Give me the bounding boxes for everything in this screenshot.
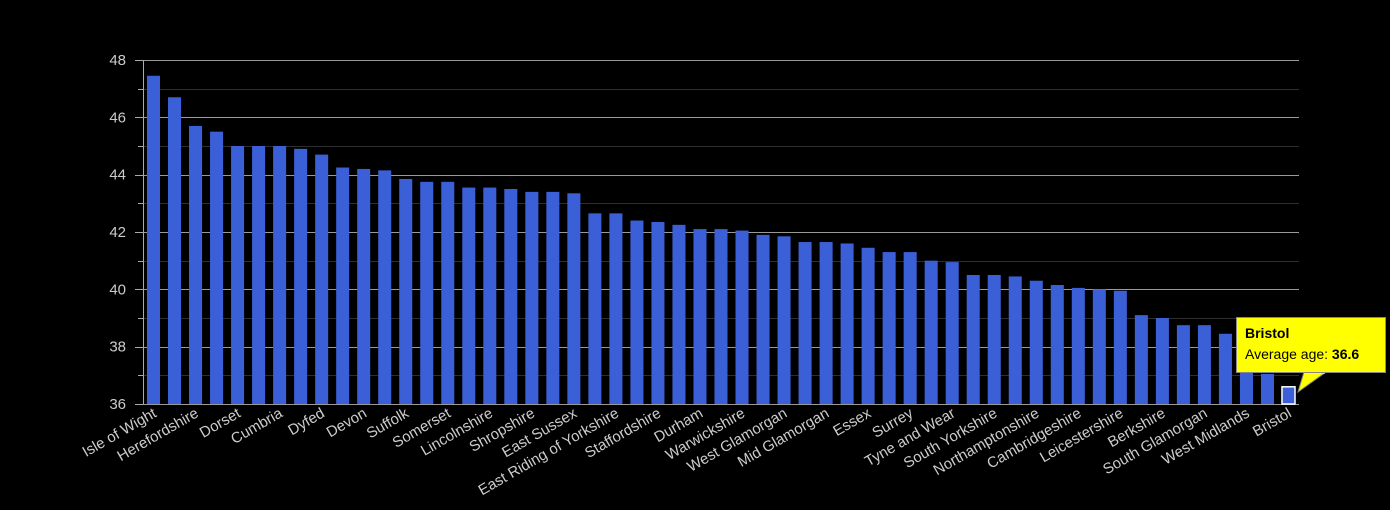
bar-dyfed xyxy=(315,154,329,404)
bar-berkshire xyxy=(1155,318,1169,404)
tooltip: Bristol Average age: 36.6 xyxy=(1236,317,1386,373)
bar-lincolnshire xyxy=(483,187,497,404)
bar-warwickshire xyxy=(735,230,749,404)
bar-item-21 xyxy=(588,213,602,404)
tooltip-pointer xyxy=(1297,372,1326,394)
bars xyxy=(146,75,1296,405)
bar-staffordshire xyxy=(651,221,665,404)
bar-durham xyxy=(693,229,707,404)
bar-item-25 xyxy=(672,224,686,404)
bar-item-7 xyxy=(294,148,308,404)
y-tick-label: 36 xyxy=(109,396,126,413)
bar-surrey xyxy=(903,252,917,404)
bar-northamptonshire xyxy=(1029,280,1043,404)
bar-item-37 xyxy=(924,260,938,404)
y-tick-label: 46 xyxy=(109,109,126,126)
x-tick-label: Devon xyxy=(324,405,370,441)
bar-south-yorkshire xyxy=(987,275,1001,404)
bar-item-11 xyxy=(378,170,392,404)
bar-item-27 xyxy=(714,229,728,404)
bar-item-41 xyxy=(1008,276,1022,404)
tooltip-title: Bristol xyxy=(1245,325,1290,341)
bar-item-53 xyxy=(1260,373,1274,404)
bar-dorset xyxy=(231,146,245,404)
bar-item-19 xyxy=(546,191,560,404)
bar-item-17 xyxy=(504,189,518,404)
bar-item-43 xyxy=(1050,285,1064,404)
x-tick-label: Essex xyxy=(830,404,874,439)
y-tick-label: 40 xyxy=(109,281,126,298)
bar-east-sussex xyxy=(567,193,581,404)
y-tick-label: 48 xyxy=(109,52,126,69)
y-tick-label: 38 xyxy=(109,339,126,356)
bar-item-5 xyxy=(252,146,266,404)
bar-somerset xyxy=(441,181,455,404)
y-tick-label: 44 xyxy=(109,167,126,184)
tooltip-value: 36.6 xyxy=(1331,346,1360,362)
bar-shropshire xyxy=(525,191,539,404)
bar-cambridgeshire xyxy=(1071,287,1085,404)
bar-south-glamorgan xyxy=(1197,325,1211,404)
bar-item-23 xyxy=(630,220,644,404)
bar-item-31 xyxy=(798,242,812,404)
bar-bristol xyxy=(1281,386,1296,405)
bar-west-midlands xyxy=(1239,366,1253,404)
bar-item-9 xyxy=(336,167,350,404)
y-axis: 36 38 40 42 44 46 48 xyxy=(109,52,144,413)
bar-isle-of-wight xyxy=(146,75,161,405)
bar-item-49 xyxy=(1176,325,1190,404)
bar-cumbria xyxy=(273,146,287,404)
bar-item-45 xyxy=(1092,289,1106,404)
x-tick-label: Bristol xyxy=(1250,405,1295,441)
bar-leicestershire xyxy=(1113,290,1127,404)
bar-west-glamorgan xyxy=(777,236,791,404)
x-tick-label: Dyfed xyxy=(285,405,327,439)
bar-mid-glamorgan xyxy=(819,242,833,404)
bar-item-3 xyxy=(210,131,224,404)
bar-item-13 xyxy=(420,181,434,404)
bar-item-51 xyxy=(1218,333,1232,404)
bar-herefordshire xyxy=(189,125,203,404)
bar-item-29 xyxy=(756,234,770,404)
bar-suffolk xyxy=(399,178,413,404)
y-tick-label: 42 xyxy=(109,224,126,241)
tooltip-label: Average age: xyxy=(1245,346,1329,362)
bar-east-riding-of-yorkshire xyxy=(609,213,623,404)
bar-item-47 xyxy=(1134,315,1148,404)
bar-item-15 xyxy=(462,187,476,404)
tooltip-body: Average age: 36.6 xyxy=(1245,346,1377,362)
bar-devon xyxy=(357,168,371,404)
bar-essex xyxy=(861,247,875,404)
bar-item-39 xyxy=(966,275,980,404)
bar-item-35 xyxy=(882,252,896,404)
bar-tyne-and-wear xyxy=(945,262,959,404)
bar-item-1 xyxy=(168,97,182,405)
bar-item-33 xyxy=(840,243,854,404)
